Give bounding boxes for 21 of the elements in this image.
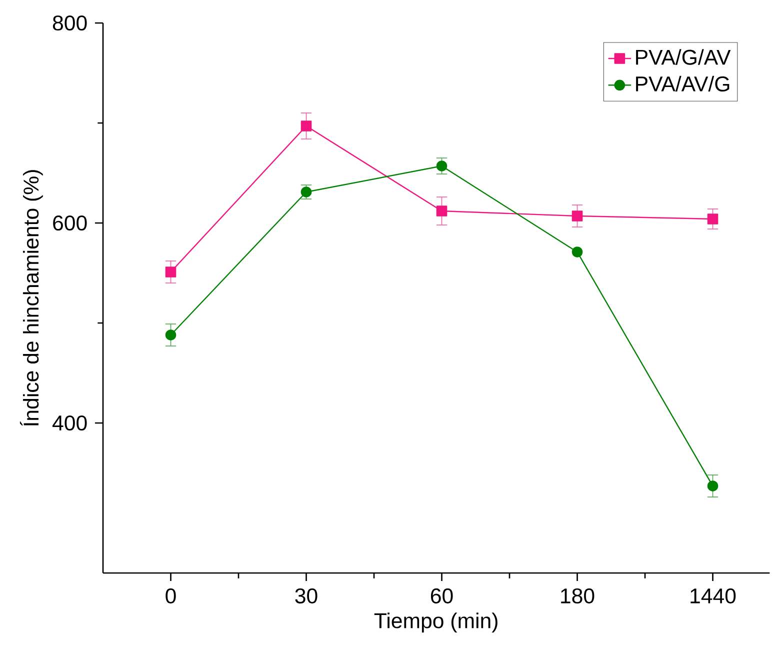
legend-label: PVA/G/AV — [636, 49, 731, 65]
y-axis-title: Índice de hinchamiento (%) — [20, 170, 43, 426]
point — [300, 120, 312, 132]
x-tick-label: 1440 — [690, 588, 736, 604]
x-axis-title: Tiempo (min) — [374, 612, 498, 633]
y-tick-label: 400 — [52, 415, 87, 431]
point — [572, 246, 583, 258]
legend-label: PVA/AV/G — [636, 76, 730, 92]
point — [707, 214, 718, 224]
point — [165, 330, 176, 340]
x-tick-label: 30 — [295, 588, 318, 604]
point — [436, 160, 448, 172]
point — [707, 480, 718, 492]
x-tick-label: 0 — [166, 588, 176, 604]
point — [572, 210, 583, 222]
x-tick-label: 180 — [561, 588, 594, 604]
x-tick-label: 60 — [430, 588, 453, 604]
point — [436, 206, 448, 216]
y-tick-label: 800 — [52, 15, 87, 31]
y-tick-label: 600 — [53, 215, 87, 231]
point — [165, 266, 176, 278]
